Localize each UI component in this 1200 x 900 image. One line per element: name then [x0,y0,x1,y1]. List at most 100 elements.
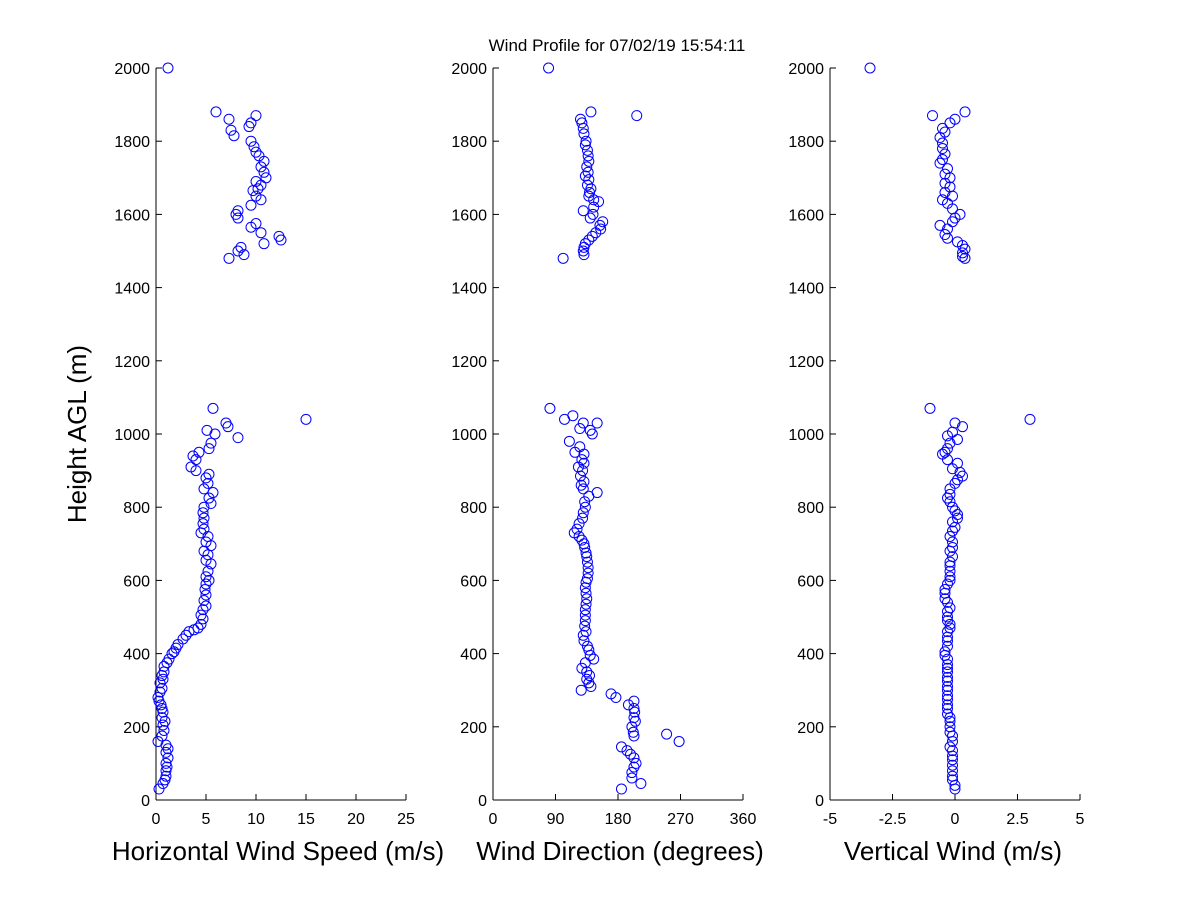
data-point [207,487,219,499]
data-series [543,62,685,795]
figure-title: Wind Profile for 07/02/19 15:54:11 [489,36,746,55]
data-point [673,735,685,747]
data-point [947,516,958,528]
data-point [577,629,589,641]
y-tick-label: 1000 [451,427,487,444]
x-tick-label: 5 [202,811,211,828]
data-point [583,490,595,502]
data-point [622,699,634,711]
y-tick-label: 600 [123,573,150,590]
data-point [578,635,590,647]
data-point [615,783,627,795]
data-point [942,699,953,711]
data-point [957,240,968,252]
data-point [626,767,638,779]
data-point [258,238,270,250]
data-point [245,117,257,129]
data-point [942,681,953,693]
data-point [597,216,609,228]
data-point [944,715,956,727]
data-point [581,551,593,563]
data-point [581,144,593,156]
y-tick-label: 0 [141,793,150,810]
data-point [947,541,958,553]
data-point [628,695,640,707]
data-point [232,212,244,224]
data-point [952,509,963,521]
data-point [957,421,968,433]
data-point [952,433,963,445]
x-tick-label: 270 [667,811,694,828]
data-point [205,437,217,449]
data-point [942,631,953,643]
data-point [579,609,591,621]
data-point [581,179,593,191]
data-point [581,666,593,678]
data-point [232,245,244,257]
data-point [580,547,592,559]
data-point [202,477,214,489]
data-point [230,208,242,220]
data-point [580,598,592,610]
data-point [631,110,643,122]
data-point [190,454,202,466]
data-point [944,741,956,753]
panel-3: 0 200 400 600 800 1000 1200 1400 1600 1800 2000 -5 -… [788,61,1084,866]
y-tick-label: 800 [797,500,824,517]
data-point [197,613,209,625]
data-point [577,417,589,429]
data-point [156,730,168,742]
data-point [947,190,958,202]
y-tick-label: 1200 [788,354,824,371]
data-point [944,556,956,568]
data-point [200,571,212,583]
data-point [628,761,640,773]
data-point [275,234,287,246]
data-point [197,507,209,519]
data-point [625,748,636,760]
data-point [578,476,590,488]
y-tick-label: 1800 [788,134,824,151]
data-point [944,437,956,449]
data-point [584,424,596,436]
data-point [581,556,593,568]
data-point [939,229,951,241]
data-point [585,106,597,118]
data-point [543,62,555,74]
data-point [160,746,172,758]
data-point [954,466,966,478]
data-point [942,232,953,244]
data-point [195,527,207,539]
data-point [661,728,673,740]
data-point [864,62,876,74]
data-point [571,523,583,535]
data-point [939,148,951,160]
data-point [162,743,174,755]
y-tick-label: 1200 [114,354,150,371]
data-point [949,212,961,224]
data-point [944,602,956,614]
data-point [573,518,585,530]
data-point [250,110,262,122]
data-point [942,693,953,705]
data-point [944,545,956,557]
data-point [580,587,592,599]
data-point [629,706,641,718]
x-axis-label: Vertical Wind (m/s) [844,836,1062,866]
data-point [300,413,312,425]
data-point [577,205,589,217]
data-point [575,470,586,482]
data-point [197,604,209,616]
data-point [957,247,968,259]
data-point [587,208,599,220]
y-tick-label: 600 [460,573,487,590]
x-tick-label: 5 [1076,811,1085,828]
data-point [939,584,951,596]
data-point [944,560,956,572]
data-point [944,117,956,129]
data-point [942,492,953,504]
data-point [590,227,602,239]
data-point [947,745,958,757]
data-point [574,423,586,435]
